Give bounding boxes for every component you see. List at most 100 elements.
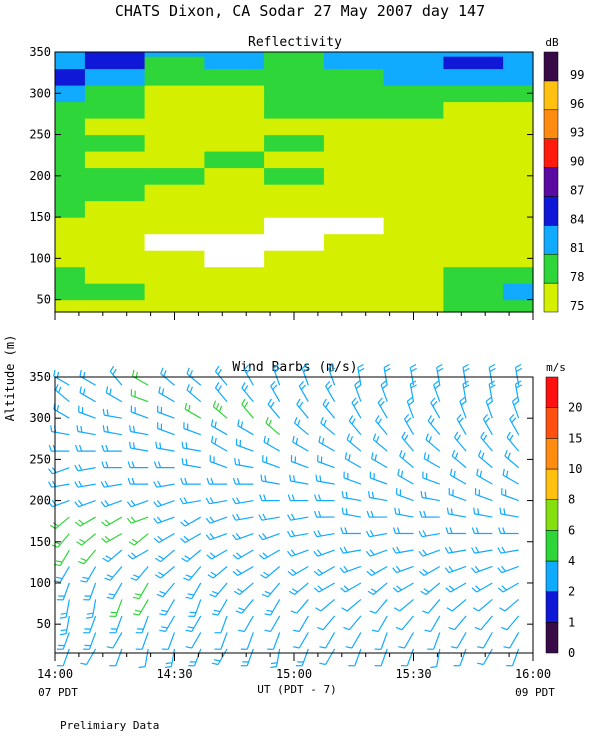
reflectivity-cell — [264, 299, 325, 313]
wind-barb — [207, 566, 228, 579]
wind-barb — [436, 363, 444, 386]
wind-barb — [477, 648, 493, 666]
wind-barb — [77, 549, 97, 565]
wind-barb — [320, 416, 336, 436]
wind-barb — [292, 632, 309, 649]
reflectivity-cell — [323, 85, 385, 103]
wind-barb — [264, 599, 281, 616]
wind-barb — [446, 598, 467, 612]
wind-barb — [181, 441, 201, 452]
wind-barb — [210, 435, 228, 452]
wind-barbs-title: Wind Barbs (m/s) — [232, 360, 357, 375]
colorbar-swatch — [545, 591, 559, 623]
wind-barb — [135, 615, 149, 634]
reflectivity-cell — [383, 283, 444, 301]
reflectivity-cell — [323, 184, 385, 202]
reflectivity-cell — [204, 250, 265, 268]
wind-barb — [188, 648, 202, 667]
wind-barb — [450, 632, 467, 649]
wind-barb — [448, 488, 467, 502]
reflectivity-cell — [503, 283, 534, 301]
wind-barb — [260, 474, 280, 485]
reflectivity-heatmap — [55, 52, 534, 313]
wind-barb — [188, 599, 202, 617]
colorbar-label: 84 — [570, 212, 584, 226]
wind-barb — [444, 565, 467, 574]
wind-barb — [343, 471, 362, 485]
wind-barb — [445, 527, 467, 535]
reflectivity-cell — [323, 217, 385, 235]
wind-barb — [419, 510, 440, 518]
reflectivity-cell — [443, 184, 504, 202]
reflectivity-cell — [55, 85, 86, 103]
wind-barb — [340, 527, 361, 535]
reflectivity-cell — [323, 52, 385, 57]
wind-barb — [471, 546, 493, 554]
wind-barb — [422, 471, 440, 485]
wind-barb — [371, 615, 388, 633]
wind-barb — [181, 549, 202, 563]
wind-barb — [109, 599, 123, 617]
wind-barb — [78, 405, 96, 419]
reflectivity-cell — [323, 134, 385, 152]
wind-barb — [267, 632, 281, 650]
reflectivity-cell — [323, 283, 385, 301]
reflectivity-cell — [264, 56, 325, 70]
wind-barb — [241, 398, 254, 419]
wind-barb — [232, 477, 254, 485]
wind-barb — [471, 565, 493, 574]
reflectivity-cell — [84, 299, 146, 313]
reflectivity-cell — [503, 266, 534, 284]
reflectivity-cell — [503, 134, 534, 152]
wind-barb — [235, 599, 254, 614]
reflectivity-cell — [264, 68, 325, 86]
reflectivity-cell — [323, 68, 385, 86]
wind-barb — [369, 471, 388, 485]
y-tick-label: 150 — [29, 210, 51, 224]
y-tick-label: 300 — [29, 411, 51, 425]
wind-barb — [234, 458, 254, 469]
wind-barb — [406, 396, 415, 419]
reflectivity-cell — [55, 283, 86, 301]
colorbar-label: 75 — [570, 299, 584, 313]
x-edge-label-end: 09 PDT — [515, 686, 555, 699]
wind-barb — [102, 425, 123, 436]
reflectivity-cell — [144, 118, 205, 136]
colorbar-swatch — [545, 499, 559, 531]
footer-note: Prelimiary Data — [60, 719, 159, 732]
wind-barb — [265, 416, 281, 436]
reflectivity-cell — [264, 101, 325, 119]
wind-barb — [179, 497, 201, 505]
wind-barb — [263, 435, 280, 452]
wind-barb — [365, 530, 388, 538]
reflectivity-cell — [383, 200, 444, 218]
wind-barb — [292, 615, 309, 633]
reflectivity-cell — [204, 266, 265, 284]
wind-barb — [153, 533, 175, 544]
wind-barb — [127, 477, 149, 485]
reflectivity-cell — [144, 233, 205, 251]
wind-barb — [472, 598, 493, 612]
wind-barb — [348, 648, 362, 667]
reflectivity-cell — [264, 151, 325, 169]
reflectivity-cell — [503, 299, 534, 313]
wind-barb — [503, 632, 520, 649]
reflectivity-cell — [383, 68, 444, 86]
x-axis-label: UT (PDT - 7) — [257, 683, 336, 696]
wind-barb — [74, 500, 96, 508]
colorbar-swatch — [543, 167, 559, 197]
wind-barb — [314, 510, 335, 518]
wind-barb — [289, 474, 309, 485]
wind-barb — [313, 549, 335, 557]
wind-barb — [343, 615, 362, 631]
y-tick-label: 350 — [29, 45, 51, 59]
wind-barb — [339, 565, 362, 574]
wind-barb — [397, 468, 414, 485]
wind-barb — [104, 566, 123, 581]
reflectivity-cell — [503, 151, 534, 169]
wind-barb — [383, 363, 391, 386]
wind-barb — [357, 363, 365, 386]
reflectivity-cell — [503, 68, 534, 86]
colorbar-label: 4 — [568, 554, 575, 568]
wind-barb — [258, 513, 280, 521]
